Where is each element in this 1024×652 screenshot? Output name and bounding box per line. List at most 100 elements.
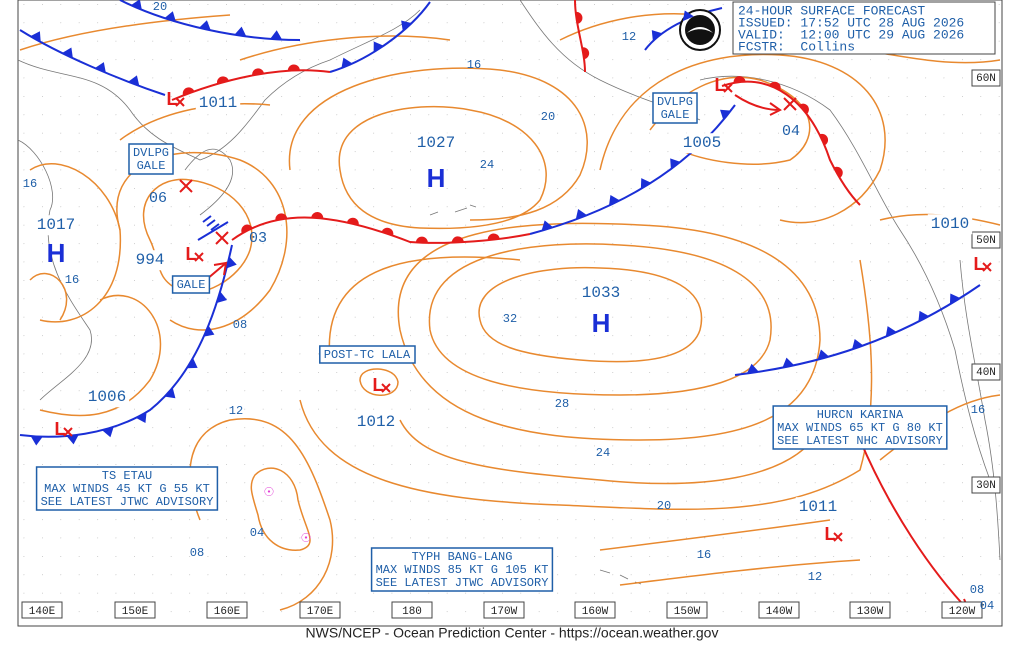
longitude-label: 160E [214, 606, 241, 618]
warning-box [128, 143, 174, 175]
isobar-label: 28 [555, 397, 569, 411]
warm-front-symbol [799, 103, 809, 115]
isobar-label: 20 [657, 499, 671, 513]
advisory-text: SEE LATEST NHC ADVISORY [777, 434, 943, 448]
cold-front-symbol [746, 363, 759, 374]
warm-front-symbol [819, 133, 829, 146]
low-x [833, 532, 843, 542]
isobar-label: 16 [23, 177, 37, 191]
isobar-label: 12 [622, 30, 636, 44]
warm-front-symbol [287, 64, 300, 71]
longitude-box [114, 601, 156, 619]
low-x [982, 262, 992, 272]
isobar-label: 04 [250, 526, 264, 540]
isobar-label: 16 [467, 58, 481, 72]
cold-front-symbol [102, 426, 114, 438]
warning-text: DVLPG [133, 146, 169, 160]
forecast-pressure: 04 [782, 123, 800, 140]
center-pressure: 1027 [417, 134, 455, 152]
pressure-box [927, 214, 973, 235]
warm-front-symbol [346, 217, 359, 226]
cold-front-symbol [341, 57, 353, 69]
cold-front-symbol [651, 30, 663, 41]
center-symbol: H [427, 163, 446, 193]
latitude-box [971, 363, 1001, 381]
warm-front-symbol [217, 76, 229, 84]
center-symbol: L [186, 244, 197, 264]
advisory-text: MAX WINDS 85 KT G 105 KT [376, 563, 549, 577]
warm-front-symbol [275, 213, 288, 221]
cold-front-symbol [885, 326, 897, 337]
center-symbol: L [715, 75, 726, 95]
latitude-box [971, 69, 1001, 87]
header-issued: ISSUED: 17:52 UTC 28 AUG 2026 [738, 15, 964, 30]
cold-front-symbol [186, 358, 198, 369]
longitude-label: 120W [949, 606, 976, 618]
warm-front-symbol [769, 81, 781, 91]
advisory-box [35, 466, 219, 511]
warm-front-symbol [415, 236, 428, 243]
center-pressure: 1006 [88, 388, 126, 406]
low-x [175, 97, 185, 107]
cold-front-symbol [918, 310, 930, 322]
isobar-label: 08 [190, 546, 204, 560]
longitude-label: 140W [766, 606, 793, 618]
cold-front-symbol [199, 20, 211, 31]
isobar-label: 24 [480, 158, 494, 172]
cold-front-symbol [720, 109, 731, 121]
pressure-box [33, 215, 79, 236]
cold-front-symbol [852, 338, 864, 350]
pressure-box [795, 497, 841, 518]
warm-front-symbol [241, 224, 253, 234]
isobar-label: 16 [971, 403, 985, 417]
advisory-box [370, 547, 554, 592]
center-symbol: H [47, 238, 66, 268]
isobar-label: 24 [596, 446, 610, 460]
warm-front-symbol [582, 47, 590, 60]
warm-front-symbol [575, 11, 583, 24]
longitude-box [483, 601, 525, 619]
isobar-label: 16 [65, 273, 79, 287]
latitude-box [971, 476, 1001, 494]
forecast-pressure: 03 [249, 230, 267, 247]
advisory-text: MAX WINDS 45 KT G 55 KT [44, 482, 210, 496]
pressure-box [353, 412, 399, 433]
header-title: 24-HOUR SURFACE FORECAST [738, 3, 925, 18]
cold-front-symbol [226, 256, 237, 269]
cold-front-symbol [782, 357, 795, 368]
isobar-label: 20 [153, 0, 167, 14]
cold-front-symbol [164, 11, 176, 22]
storm-symbol: ☉ [264, 483, 274, 501]
cold-front-symbol [128, 75, 140, 86]
warm-front-symbol [381, 227, 394, 236]
center-symbol: L [974, 254, 985, 274]
center-pressure: 1005 [683, 134, 721, 152]
warning-box [319, 345, 416, 364]
warm-front-symbol [833, 166, 843, 178]
center-pressure: 1033 [582, 284, 620, 302]
cold-front-symbol [640, 178, 652, 189]
isobar-label: 20 [541, 110, 555, 124]
isobar-label: 12 [229, 404, 243, 418]
map-frame [17, 0, 1003, 627]
cold-front-symbol [130, 0, 142, 10]
advisory-text: SEE LATEST JTWC ADVISORY [376, 576, 549, 590]
warning-text: GALE [137, 159, 166, 173]
pressure-box [413, 133, 459, 154]
latitude-label: 30N [976, 480, 996, 492]
cold-front-symbol [949, 293, 961, 305]
cold-front-symbol [541, 220, 554, 231]
pressure-box [84, 387, 130, 408]
longitude-box [574, 601, 616, 619]
cold-front-symbol [66, 434, 79, 445]
longitude-label: 170E [307, 606, 334, 618]
longitude-label: 130W [857, 606, 884, 618]
center-symbol: L [373, 375, 384, 395]
advisory-text: SEE LATEST JTWC ADVISORY [41, 495, 214, 509]
center-symbol: H [592, 308, 611, 338]
storm-symbol: ☉ [301, 529, 311, 547]
cold-front-symbol [164, 387, 176, 399]
forecast-pressure: 06 [149, 190, 167, 207]
footer: NWS/NCEP - Ocean Prediction Center - htt… [306, 625, 719, 641]
